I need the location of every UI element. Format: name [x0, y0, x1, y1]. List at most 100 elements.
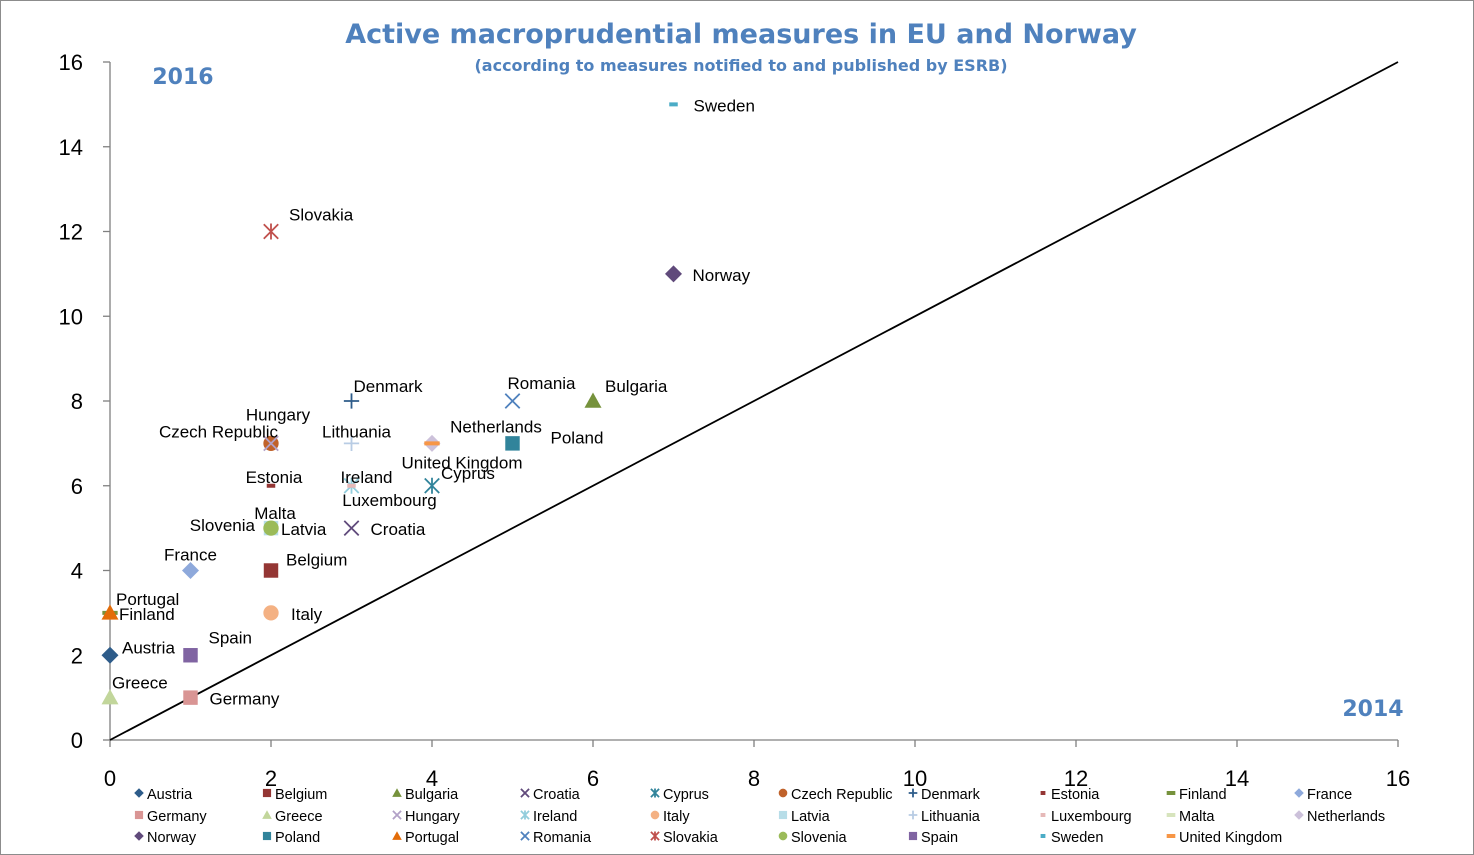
point-label-greece: Greece: [112, 674, 168, 693]
point-label-romania: Romania: [507, 374, 576, 393]
legend-item-italy: Italy: [650, 809, 690, 825]
point-germany: [183, 690, 198, 705]
point-lithuania: [343, 435, 360, 452]
point-label-austria: Austria: [122, 638, 175, 657]
legend-label: Slovakia: [663, 830, 719, 846]
point-portugal: [101, 604, 119, 620]
y-tick-label: 16: [59, 50, 83, 75]
x-tick-label: 12: [1064, 766, 1088, 791]
point-italy: [263, 605, 279, 621]
point-label-norway: Norway: [693, 266, 751, 285]
x-tick-label: 10: [903, 766, 927, 791]
legend-label: Norway: [147, 830, 197, 846]
point-united-kingdom: [424, 441, 440, 446]
axes: 0 2 4 6 8 10 12 14 16 0 2 4 6 8 10 12 14 16: [59, 50, 1411, 791]
point-labels: Austria Belgium Bulgaria Croatia Cyprus Czech…: [112, 96, 755, 708]
legend-label: Spain: [921, 830, 958, 846]
point-belgium: [263, 563, 279, 578]
legend-item-norway: Norway: [134, 830, 197, 846]
point-label-netherlands: Netherlands: [450, 417, 542, 436]
point-label-italy: Italy: [291, 605, 323, 624]
y-tick-label: 10: [59, 304, 83, 329]
point-estonia: [266, 483, 276, 488]
legend-item-croatia: Croatia: [520, 787, 581, 803]
point-norway: [665, 265, 682, 283]
point-label-ireland: Ireland: [341, 468, 393, 487]
data-points: [101, 102, 682, 705]
point-sweden: [669, 102, 678, 107]
legend-item-bulgaria: Bulgaria: [392, 787, 459, 803]
legend-label: Romania: [533, 830, 592, 846]
point-label-denmark: Denmark: [354, 377, 423, 396]
legend-label: Sweden: [1051, 830, 1103, 846]
point-spain: [183, 648, 198, 663]
legend-label: Lithuania: [921, 809, 981, 825]
y-axis-label: 2016: [152, 65, 213, 90]
point-label-czech-republic: Czech Republic: [159, 422, 279, 441]
y-tick-label: 0: [71, 728, 83, 753]
x-tick-label: 0: [104, 766, 116, 791]
legend-item-czech-republic: Czech Republic: [778, 787, 893, 803]
point-label-sweden: Sweden: [694, 96, 755, 115]
legend-item-poland: Poland: [262, 830, 320, 846]
point-label-lithuania: Lithuania: [322, 422, 392, 441]
y-tick-label: 2: [71, 643, 83, 668]
legend-item-hungary: Hungary: [392, 809, 461, 825]
legend-label: Poland: [275, 830, 320, 846]
legend-label: Bulgaria: [405, 787, 459, 803]
legend-label: Malta: [1179, 809, 1215, 825]
legend-item-slovenia: Slovenia: [778, 830, 848, 846]
point-label-spain: Spain: [209, 628, 252, 647]
point-label-united-kingdom: United Kingdom: [402, 453, 523, 472]
point-label-malta: Malta: [254, 504, 296, 523]
point-label-hungary: Hungary: [246, 405, 311, 424]
legend-label: Slovenia: [791, 830, 848, 846]
legend-label: Hungary: [405, 809, 461, 825]
legend-label: Ireland: [533, 809, 577, 825]
y-tick-label: 12: [59, 220, 83, 245]
legend-label: Portugal: [405, 830, 459, 846]
point-label-belgium: Belgium: [286, 551, 347, 570]
point-bulgaria: [584, 392, 602, 408]
legend-label: Germany: [147, 809, 207, 825]
legend-label: Croatia: [533, 787, 581, 803]
x-tick-label: 8: [748, 766, 760, 791]
legend-item-slovakia: Slovakia: [650, 830, 719, 846]
y-tick-label: 6: [71, 474, 83, 499]
diagonal-line: [109, 61, 1399, 741]
point-slovenia: [263, 520, 279, 536]
point-label-finland: Finland: [119, 605, 175, 624]
legend-label: Italy: [663, 809, 690, 825]
legend-item-romania: Romania: [520, 830, 592, 846]
point-label-bulgaria: Bulgaria: [605, 377, 668, 396]
legend-item-greece: Greece: [262, 809, 323, 825]
legend-item-spain: Spain: [908, 830, 958, 846]
x-tick-label: 6: [587, 766, 599, 791]
legend-item-latvia: Latvia: [778, 809, 831, 825]
reference-line: [109, 61, 1399, 741]
point-romania: [504, 393, 521, 409]
legend-item-netherlands: Netherlands: [1294, 809, 1385, 825]
legend-label: Luxembourg: [1051, 809, 1132, 825]
y-tick-label: 4: [71, 559, 83, 584]
legend-item-austria: Austria: [134, 787, 193, 803]
legend-item-lithuania: Lithuania: [908, 809, 981, 825]
point-slovakia: [263, 223, 279, 240]
legend-label: Estonia: [1051, 787, 1100, 803]
point-label-slovenia: Slovenia: [190, 516, 256, 535]
legend-label: Latvia: [791, 809, 831, 825]
x-axis-label: 2014: [1342, 697, 1403, 722]
legend-item-estonia: Estonia: [1040, 787, 1100, 803]
chart-subtitle: (according to measures notified to and p…: [474, 56, 1007, 75]
point-luxembourg: [347, 483, 356, 488]
legend-item-finland: Finland: [1166, 787, 1227, 803]
legend-item-united-kingdom: United Kingdom: [1166, 830, 1282, 846]
x-tick-label: 14: [1225, 766, 1249, 791]
point-greece: [101, 689, 119, 705]
point-label-croatia: Croatia: [371, 520, 426, 539]
legend-label: France: [1307, 787, 1352, 803]
point-label-portugal: Portugal: [116, 590, 179, 609]
point-denmark: [343, 393, 360, 409]
